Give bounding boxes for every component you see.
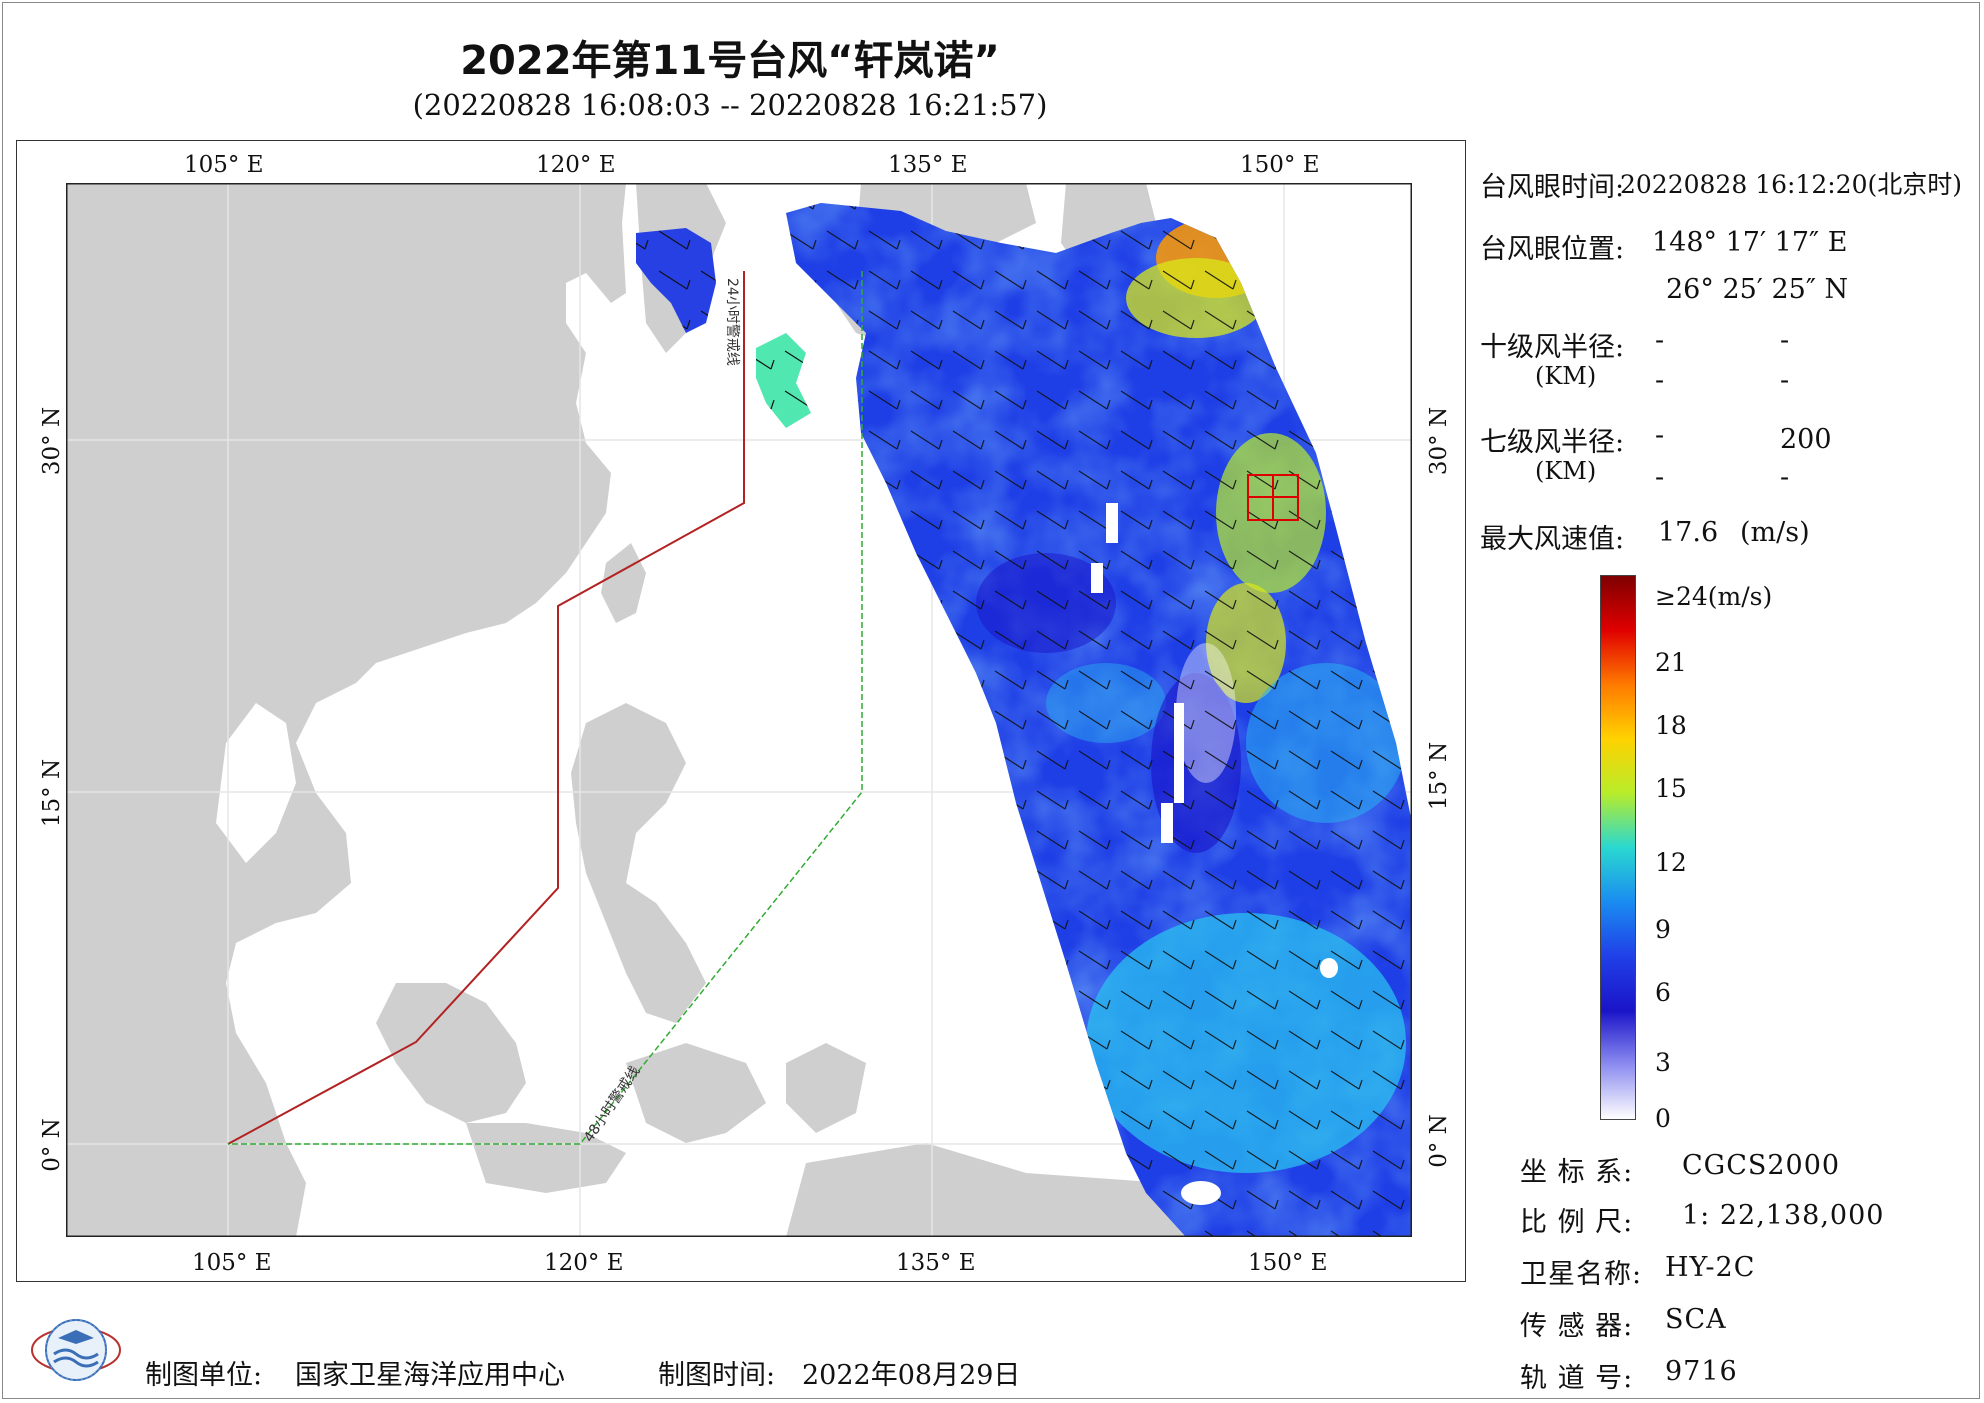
r10-unit: (KM) [1535, 362, 1597, 390]
r10-value-2: - [1780, 325, 1790, 356]
eye-latitude: 26° 25′ 25″ N [1666, 274, 1849, 305]
colorbar-tick-0: 0 [1655, 1104, 1671, 1133]
typhoon-eye-marker [1247, 474, 1299, 521]
colorbar-tick-12: 12 [1655, 848, 1687, 877]
crs-value: CGCS2000 [1682, 1150, 1841, 1181]
max-wind-label: 最大风速值: [1480, 524, 1625, 555]
lon-label-top-105: 105° E [184, 152, 264, 178]
r7-value-3: - [1655, 462, 1665, 493]
lon-label-bottom-120: 120° E [544, 1250, 624, 1276]
lon-label-bottom-150: 150° E [1248, 1250, 1328, 1276]
r10-value-1: - [1655, 325, 1665, 356]
scale-label: 比 例 尺: [1520, 1207, 1634, 1238]
r7-value-4: - [1780, 462, 1790, 493]
production-time-label: 制图时间: [658, 1360, 776, 1391]
eye-position-label: 台风眼位置: [1480, 234, 1625, 265]
lon-label-top-135: 135° E [888, 152, 968, 178]
colorbar-tick-3: 3 [1655, 1048, 1671, 1077]
lon-label-bottom-105: 105° E [192, 1250, 272, 1276]
satellite-value: HY-2C [1665, 1252, 1756, 1283]
lat-label-left-15: 15° N [39, 758, 66, 828]
r10-value-3: - [1655, 365, 1665, 396]
lat-label-right-30: 30° N [1426, 406, 1453, 476]
warning-line-24h-label: 24小时警戒线 [724, 278, 740, 366]
orbit-value: 9716 [1665, 1356, 1738, 1387]
lat-label-right-0: 0° N [1425, 1114, 1452, 1168]
colorbar-tick-9: 9 [1655, 915, 1671, 944]
r7-unit: (KM) [1535, 457, 1597, 485]
lon-label-top-150: 150° E [1240, 152, 1320, 178]
scale-value: 1: 22,138,000 [1682, 1200, 1885, 1231]
r10-value-4: - [1780, 365, 1790, 396]
production-unit-value: 国家卫星海洋应用中心 [295, 1360, 565, 1391]
lat-label-right-15: 15° N [1426, 741, 1453, 811]
crs-label: 坐 标 系: [1520, 1157, 1634, 1188]
sensor-value: SCA [1665, 1304, 1727, 1335]
map-subtitle: (20220828 16:08:03 -- 20220828 16:21:57) [412, 88, 1048, 122]
colorbar-tick-15: 15 [1655, 774, 1687, 803]
satellite-label: 卫星名称: [1520, 1259, 1643, 1290]
r7-value-1: - [1655, 420, 1665, 451]
colorbar-tick-21: 21 [1655, 648, 1687, 677]
r7-value-2: 200 [1780, 424, 1832, 455]
orbit-label: 轨 道 号: [1520, 1363, 1634, 1394]
colorbar-tick-6: 6 [1655, 978, 1671, 1007]
colorbar-tick-18: 18 [1655, 711, 1687, 740]
swath-gaps [1091, 503, 1338, 1205]
map-title: 2022年第11号台风“轩岚诺” [460, 38, 1000, 84]
lat-label-left-0: 0° N [38, 1118, 65, 1172]
eye-time-value: 20220828 16:12:20(北京时) [1620, 170, 1962, 199]
wind-speed-colorbar [1600, 575, 1636, 1120]
lon-label-top-120: 120° E [536, 152, 616, 178]
production-unit-label: 制图单位: [145, 1360, 263, 1391]
max-wind-value: 17.6 [1658, 517, 1719, 548]
agency-logo [31, 1319, 121, 1381]
sensor-label: 传 感 器: [1520, 1311, 1634, 1342]
warning-line-24h [227, 271, 745, 1145]
map-frame [16, 140, 1466, 1282]
eye-longitude: 148° 17′ 17″ E [1652, 227, 1848, 258]
lat-label-left-30: 30° N [39, 406, 66, 476]
wind-field-map: 24小时警戒线 48小时警戒线 [66, 183, 1412, 1237]
warning-line-48h [228, 271, 863, 1145]
max-wind-unit: (m/s) [1740, 517, 1810, 548]
swath-west-patches [636, 228, 811, 428]
production-time-value: 2022年08月29日 [802, 1360, 1021, 1391]
colorbar-top-label: ≥24(m/s) [1655, 582, 1773, 611]
r10-label: 十级风半径: [1480, 332, 1625, 363]
eye-time-label: 台风眼时间: [1480, 172, 1625, 203]
r7-label: 七级风半径: [1480, 427, 1625, 458]
lon-label-bottom-135: 135° E [896, 1250, 976, 1276]
